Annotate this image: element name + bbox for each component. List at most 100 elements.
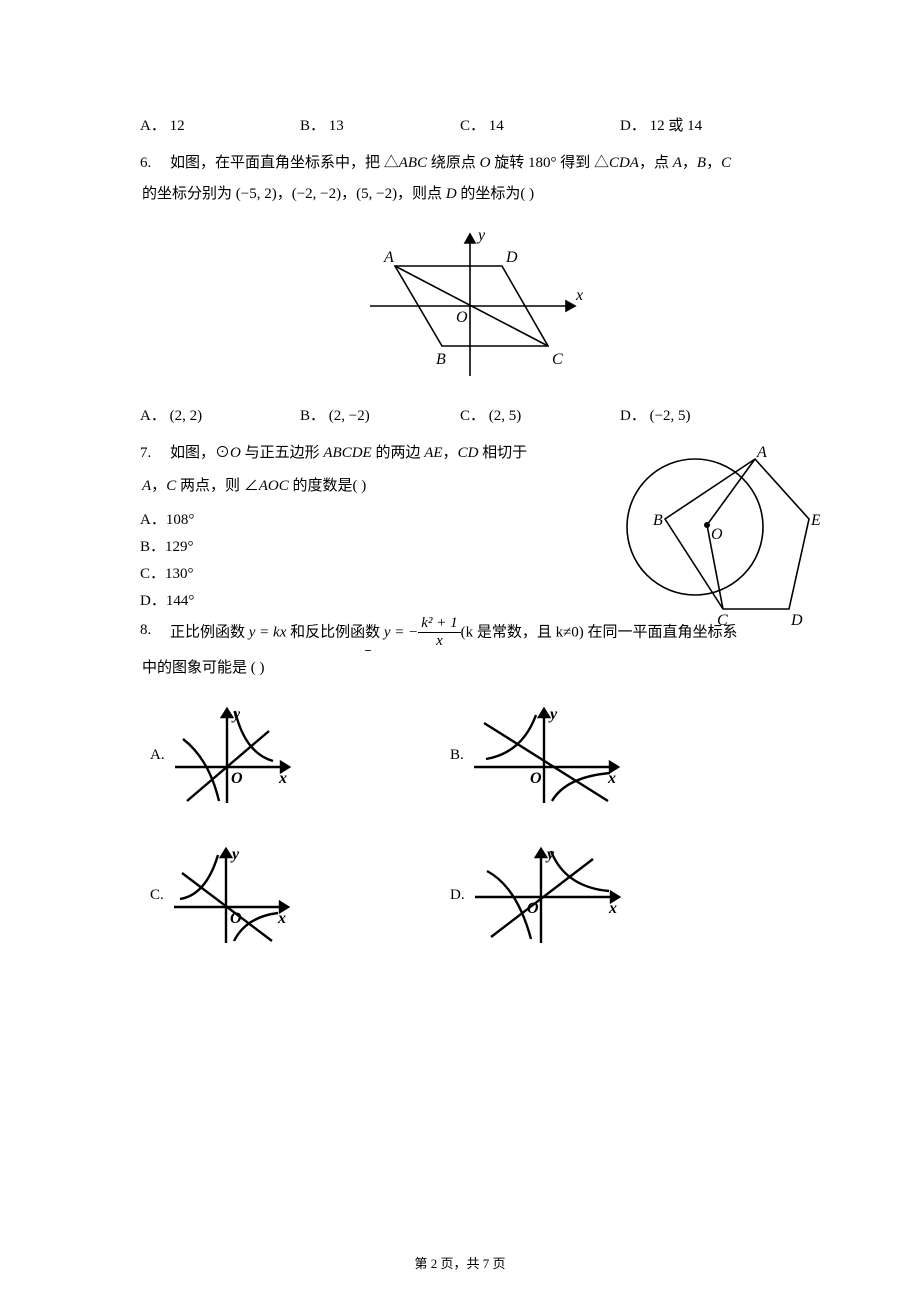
- t: D: [446, 186, 457, 202]
- lbl-B: B: [653, 512, 663, 529]
- opt-letter: D.: [450, 887, 465, 904]
- t: AOC: [259, 478, 289, 494]
- t: y = −: [384, 624, 418, 640]
- q7-options: A．108° B．129° C．130° D．144°: [140, 508, 560, 610]
- lbl-y: y: [231, 706, 241, 723]
- q7-opt-c[interactable]: C．130°: [140, 562, 560, 583]
- q6-figure: A D B C O x y: [330, 216, 590, 386]
- opt-letter: A．: [140, 118, 166, 134]
- q5-options: A． 12 B． 13 C． 14 D． 12 或 14: [140, 114, 780, 135]
- q6-stem-line2: 的坐标分别为 (−5, 2)，(−2, −2)，(5, −2)，则点 D 的坐标…: [140, 180, 780, 209]
- q7-opt-d[interactable]: D．144°: [140, 589, 560, 610]
- lbl-A: A: [756, 444, 767, 461]
- t: ，: [151, 478, 166, 494]
- lbl-x: x: [607, 770, 616, 787]
- q8-stem-2: 中的图象可能是 ( ): [142, 654, 780, 683]
- opt-letter: A．: [140, 512, 166, 528]
- lbl-O: O: [711, 526, 723, 543]
- opt-letter: B.: [450, 747, 464, 764]
- t: 的度数是( ): [289, 478, 367, 494]
- t: 绕原点: [427, 155, 480, 171]
- t: C: [721, 155, 731, 171]
- q8-opt-a[interactable]: A. y x O: [150, 701, 450, 811]
- t: 的两边: [372, 445, 425, 461]
- q8-fig-c: y x O: [168, 841, 298, 951]
- q6-stem-line1: 6. 如图，在平面直角坐标系中，把 △ABC 绕原点 O 旋转 180° 得到 …: [140, 149, 780, 178]
- t: AE: [424, 445, 442, 461]
- t: B: [697, 155, 706, 171]
- t: 的坐标为( ): [457, 186, 535, 202]
- q8-opt-b[interactable]: B. y x O: [450, 701, 628, 811]
- opt-body: (2, 5): [489, 408, 522, 424]
- lbl-O: O: [230, 910, 242, 927]
- q6-opt-b[interactable]: B． (2, −2): [300, 404, 460, 425]
- lbl-C: C: [717, 612, 728, 629]
- opt-letter: D．: [140, 593, 166, 609]
- q6-opt-a[interactable]: A． (2, 2): [140, 404, 300, 425]
- q5-opt-d[interactable]: D． 12 或 14: [620, 114, 780, 135]
- t: ABC: [399, 155, 427, 171]
- opt-body: (−2, 5): [650, 408, 691, 424]
- q7-stem-line1: 7. 如图，⊙O 与正五边形 ABCDE 的两边 AE，CD 相切于: [140, 439, 560, 468]
- t: 与正五边形: [241, 445, 324, 461]
- frac-num: k² + 1: [418, 615, 460, 633]
- q6-number: 6.: [140, 149, 170, 178]
- center-marker-icon: [365, 650, 371, 651]
- opt-body: 130°: [165, 566, 194, 582]
- lbl-y: y: [476, 227, 486, 244]
- q5-opt-c[interactable]: C． 14: [460, 114, 620, 135]
- q6-opt-c[interactable]: C． (2, 5): [460, 404, 620, 425]
- q7-figure: A B C D E O: [605, 439, 820, 634]
- opt-body: 13: [329, 118, 344, 134]
- lbl-O: O: [456, 309, 468, 326]
- t: A: [142, 478, 151, 494]
- opt-letter: D．: [620, 408, 646, 424]
- page: A． 12 B． 13 C． 14 D． 12 或 14 6. 如图，在平面直角…: [0, 0, 920, 1302]
- opt-letter: C.: [150, 887, 164, 904]
- t: O: [480, 155, 491, 171]
- frac-den: x: [418, 633, 460, 650]
- q5-opt-a[interactable]: A． 12: [140, 114, 300, 135]
- lbl-O: O: [231, 770, 243, 787]
- lbl-y: y: [548, 706, 558, 723]
- q8-options: A. y x O B.: [140, 701, 780, 951]
- t: 如图，在平面直角坐标系中，把 △: [170, 155, 399, 171]
- q8-fig-a: y x O: [169, 701, 299, 811]
- q7-opt-b[interactable]: B．129°: [140, 535, 560, 556]
- lbl-y: y: [230, 846, 240, 863]
- opt-letter: C．: [460, 408, 485, 424]
- q7-block: 7. 如图，⊙O 与正五边形 ABCDE 的两边 AE，CD 相切于 A，C 两…: [140, 439, 780, 610]
- t: C: [166, 478, 176, 494]
- t: ，: [706, 155, 721, 171]
- q6-stem-2: 的坐标分别为 (−5, 2)，(−2, −2)，(5, −2)，则点 D 的坐标…: [142, 180, 780, 209]
- opt-letter: A．: [140, 408, 166, 424]
- lbl-x: x: [278, 770, 287, 787]
- opt-letter: C．: [460, 118, 485, 134]
- q5-opt-b[interactable]: B． 13: [300, 114, 460, 135]
- t: 如图，⊙: [170, 445, 230, 461]
- q8-opt-d[interactable]: D. y x O: [450, 841, 629, 951]
- t: CDA: [609, 155, 639, 171]
- q6-stem: 如图，在平面直角坐标系中，把 △ABC 绕原点 O 旋转 180° 得到 △CD…: [170, 149, 780, 178]
- t: ，点: [639, 155, 673, 171]
- t: CD: [458, 445, 479, 461]
- q8-fig-d: y x O: [469, 841, 629, 951]
- opt-body: 12 或 14: [650, 118, 703, 134]
- q6-opt-d[interactable]: D． (−2, 5): [620, 404, 780, 425]
- opt-letter: C．: [140, 566, 165, 582]
- opt-letter: B．: [140, 539, 165, 555]
- t: O: [230, 445, 241, 461]
- lbl-x: x: [575, 287, 583, 304]
- t: 正比例函数: [170, 624, 249, 640]
- q8-opt-c[interactable]: C. y x O: [150, 841, 450, 951]
- t: 旋转 180° 得到 △: [490, 155, 609, 171]
- lbl-D: D: [505, 249, 518, 266]
- lbl-C: C: [552, 351, 563, 368]
- q8-fig-b: y x O: [468, 701, 628, 811]
- q6-options: A． (2, 2) B． (2, −2) C． (2, 5) D． (−2, 5…: [140, 404, 780, 425]
- lbl-E: E: [810, 512, 820, 529]
- lbl-y: y: [545, 846, 555, 863]
- q7-opt-a[interactable]: A．108°: [140, 508, 560, 529]
- lbl-O: O: [530, 770, 542, 787]
- lbl-x: x: [277, 910, 286, 927]
